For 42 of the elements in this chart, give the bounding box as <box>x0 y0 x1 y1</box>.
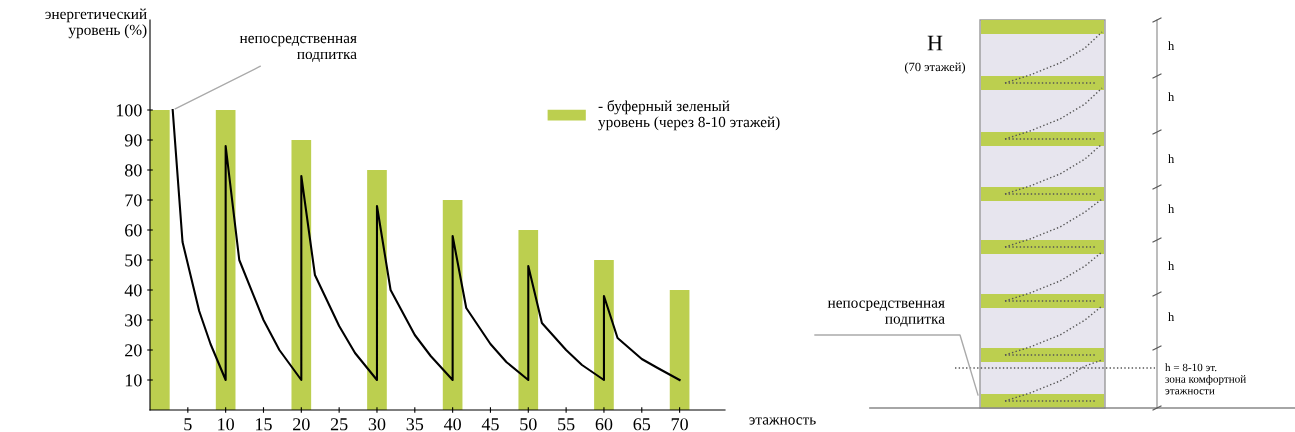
text: H <box>927 35 943 51</box>
y-tick-label: 100 <box>116 104 142 117</box>
text: h = 8-10 эт. зона комфортной этажности <box>1165 363 1246 395</box>
x-axis-title: этажность <box>749 417 816 425</box>
x-tick-label: 60 <box>595 418 613 431</box>
x-tick-label: 45 <box>481 418 499 431</box>
x-tick-label: 15 <box>256 418 272 431</box>
bar <box>669 290 690 410</box>
y-tick-label: 60 <box>125 224 142 237</box>
y-tick-label: 40 <box>124 284 142 297</box>
x-tick-label: 65 <box>633 418 651 431</box>
y-tick-label: 90 <box>124 134 142 147</box>
text: (70 этажей) <box>904 62 966 74</box>
y-tick-label: 50 <box>125 254 142 267</box>
x-tick-label: 35 <box>406 418 424 431</box>
text: h <box>1168 41 1175 51</box>
x-tick-label: 20 <box>293 418 310 431</box>
text: h <box>1168 154 1175 164</box>
legend-label: - буферный зеленый уровень (через 8-10 этажей) <box>598 100 780 131</box>
text: непосредственная подпитка <box>827 300 945 327</box>
y-tick-label: 70 <box>125 194 142 207</box>
x-tick-label: 70 <box>671 418 688 431</box>
x-tick-label: 5 <box>184 418 192 431</box>
x-tick-label: 55 <box>558 418 575 431</box>
x-tick-label: 30 <box>368 418 386 431</box>
x-tick-label: 50 <box>520 418 537 431</box>
x-tick-label: 10 <box>218 418 234 431</box>
y-tick-label: 10 <box>125 374 142 387</box>
bar <box>518 230 539 410</box>
text: h <box>1168 92 1175 102</box>
y-tick-label: 20 <box>125 344 142 357</box>
y-tick-label: 80 <box>124 164 142 177</box>
x-tick-label: 40 <box>443 418 461 431</box>
y-tick-label: 30 <box>125 314 142 327</box>
text: h <box>1168 204 1175 214</box>
bar <box>594 260 614 410</box>
y-axis-title: энергетический уровень (%) <box>45 8 147 39</box>
bar <box>150 110 170 410</box>
annotation: непосредственная подпитка <box>239 35 357 62</box>
x-tick-label: 25 <box>330 418 348 431</box>
text: h <box>1168 312 1175 322</box>
text: h <box>1168 261 1175 271</box>
